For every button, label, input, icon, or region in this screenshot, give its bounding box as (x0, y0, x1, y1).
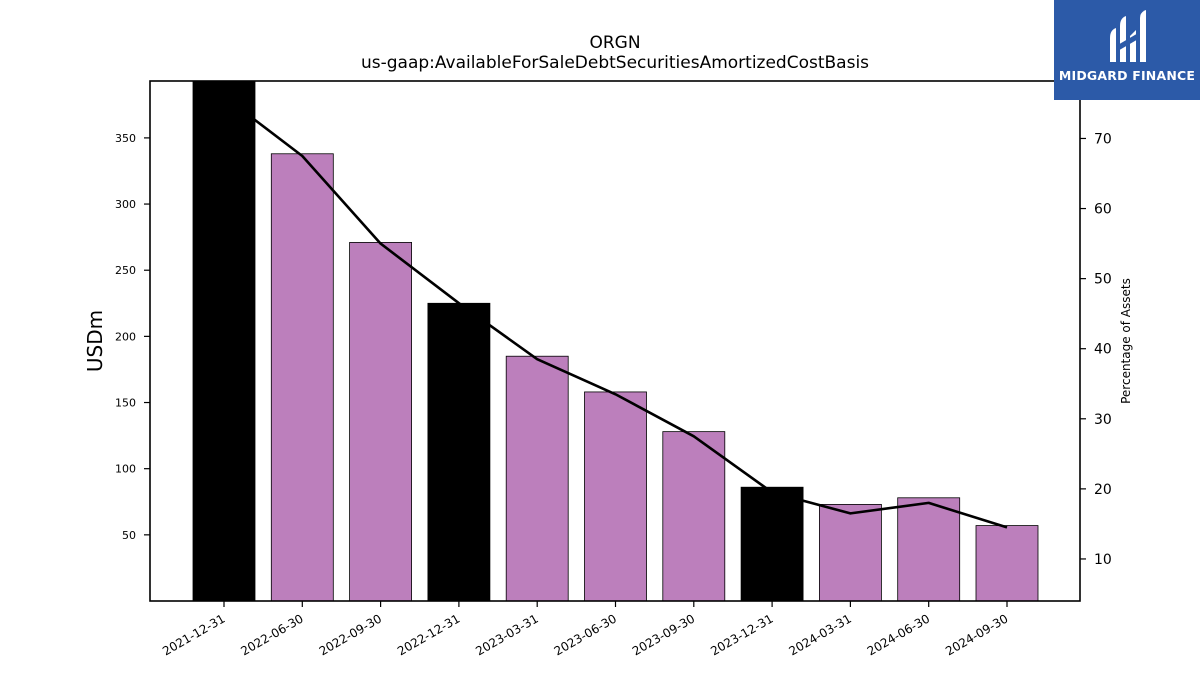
y-tick-label: 100 (115, 463, 136, 476)
y-tick-label: 350 (115, 132, 136, 145)
bar-2022-12-31 (427, 302, 491, 602)
bar-2024-03-31 (819, 504, 882, 602)
y2-tick-label: 30 (1094, 412, 1112, 428)
bars-group (192, 80, 1039, 602)
bar-2023-12-31 (740, 486, 804, 602)
x-tick-label: 2024-06-30 (865, 611, 932, 658)
x-tick-label: 2022-12-31 (395, 611, 462, 658)
chart-title: ORGN (589, 33, 640, 53)
y2-axis-ticks: 10 20 30 40 50 60 70 (1080, 131, 1112, 568)
bar-2023-03-31 (505, 355, 569, 602)
x-axis-ticks: 2021-12-31 2022-06-30 2022-09-30 2022-12-31… (160, 601, 1011, 658)
bar-2023-06-30 (584, 391, 647, 602)
bar-2024-09-30 (975, 525, 1039, 602)
y-tick-label: 50 (122, 529, 136, 542)
bar-2021-12-31 (192, 80, 256, 602)
x-tick-label: 2024-09-30 (943, 611, 1010, 658)
x-tick-label: 2023-09-30 (630, 611, 697, 658)
y-tick-label: 200 (115, 330, 136, 343)
x-tick-label: 2023-06-30 (552, 611, 619, 658)
y2-axis-label: Percentage of Assets (1119, 278, 1133, 404)
bar-2022-06-30 (270, 153, 334, 602)
y-axis-ticks: 50 100 150 200 250 300 350 (115, 132, 150, 542)
x-tick-label: 2023-12-31 (708, 611, 775, 658)
company-logo: MIDGARD FINANCE (1054, 0, 1200, 100)
percentage-line-group (223, 95, 1008, 529)
y2-tick-label: 70 (1094, 131, 1112, 147)
y-tick-label: 150 (115, 397, 136, 410)
logo-text: MIDGARD FINANCE (1058, 68, 1196, 83)
y2-tick-label: 60 (1094, 202, 1112, 218)
bar-2022-09-30 (349, 242, 413, 602)
y2-tick-label: 20 (1094, 482, 1112, 498)
y-tick-label: 300 (115, 198, 136, 211)
logo-mark-icon (1110, 10, 1146, 62)
y2-tick-label: 10 (1094, 552, 1112, 568)
x-tick-label: 2022-09-30 (317, 611, 384, 658)
percentage-of-assets-line (223, 95, 1008, 529)
chart-subtitle: us-gaap:AvailableForSaleDebtSecuritiesAm… (361, 53, 869, 73)
x-tick-label: 2023-03-31 (473, 611, 540, 658)
y2-tick-label: 40 (1094, 342, 1112, 358)
y2-tick-label: 50 (1094, 272, 1112, 288)
x-tick-label: 2021-12-31 (160, 611, 227, 658)
bar-2023-09-30 (662, 431, 726, 602)
y-tick-label: 250 (115, 264, 136, 277)
bar-2024-06-30 (897, 497, 961, 602)
x-tick-label: 2022-06-30 (238, 611, 305, 658)
x-tick-label: 2024-03-31 (786, 611, 853, 658)
y-axis-label: USDm (83, 310, 107, 372)
